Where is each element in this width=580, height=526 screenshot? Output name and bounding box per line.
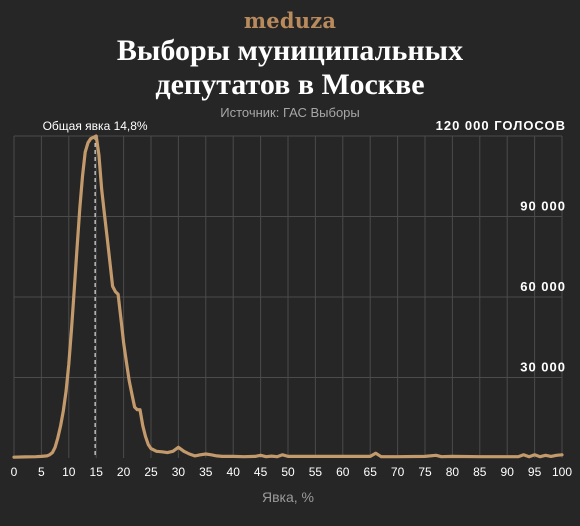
x-tick-label: 25: [144, 465, 158, 479]
x-tick-label: 10: [62, 465, 76, 479]
x-tick-label: 80: [446, 465, 460, 479]
title-line-1: Выборы муниципальных: [116, 34, 464, 67]
series-line: [12, 134, 564, 459]
y-tick-label: 60 000: [520, 279, 566, 294]
x-tick-label: 55: [309, 465, 323, 479]
x-tick-label: 75: [418, 465, 432, 479]
y-tick-label: 120 000 ГОЛОСОВ: [436, 118, 566, 133]
x-tick-label: 15: [90, 465, 104, 479]
x-tick-label: 30: [172, 465, 186, 479]
x-tick-label: 35: [199, 465, 213, 479]
x-tick-label: 20: [117, 465, 131, 479]
x-axis-ticks: 0 5 10 15 20 25 30 35 40 45 50 55 60 65 70 75 80 85 90 95 10…: [11, 465, 573, 479]
x-tick-label: 5: [38, 465, 45, 479]
grid: [13, 135, 563, 458]
x-tick-label: 70: [391, 465, 405, 479]
x-tick-label: 90: [501, 465, 515, 479]
chart-title: Выборы муниципальных депутатов в Москве: [0, 34, 580, 102]
x-axis-label: Явка, %: [262, 489, 314, 505]
x-tick-label: 95: [528, 465, 542, 479]
x-tick-label: 0: [11, 465, 18, 479]
y-tick-label: 30 000: [520, 360, 566, 375]
x-tick-label: 85: [473, 465, 487, 479]
x-tick-label: 100: [552, 465, 572, 479]
x-tick-label: 60: [336, 465, 350, 479]
turnout-annotation: Общая явка 14,8%: [43, 119, 148, 133]
meduza-logo: meduza: [243, 8, 337, 33]
x-tick-label: 50: [281, 465, 295, 479]
x-tick-label: 40: [227, 465, 241, 479]
title-line-2: депутатов в Москве: [155, 68, 425, 101]
y-tick-label: 90 000: [520, 199, 566, 214]
turnout-marker: Общая явка 14,8%: [43, 119, 148, 458]
x-tick-label: 45: [254, 465, 268, 479]
y-axis-ticks: 30 000 60 000 90 000 120 000 ГОЛОСОВ: [436, 118, 566, 375]
x-tick-label: 65: [364, 465, 378, 479]
chart-source: Источник: ГАС Выборы: [220, 105, 360, 120]
